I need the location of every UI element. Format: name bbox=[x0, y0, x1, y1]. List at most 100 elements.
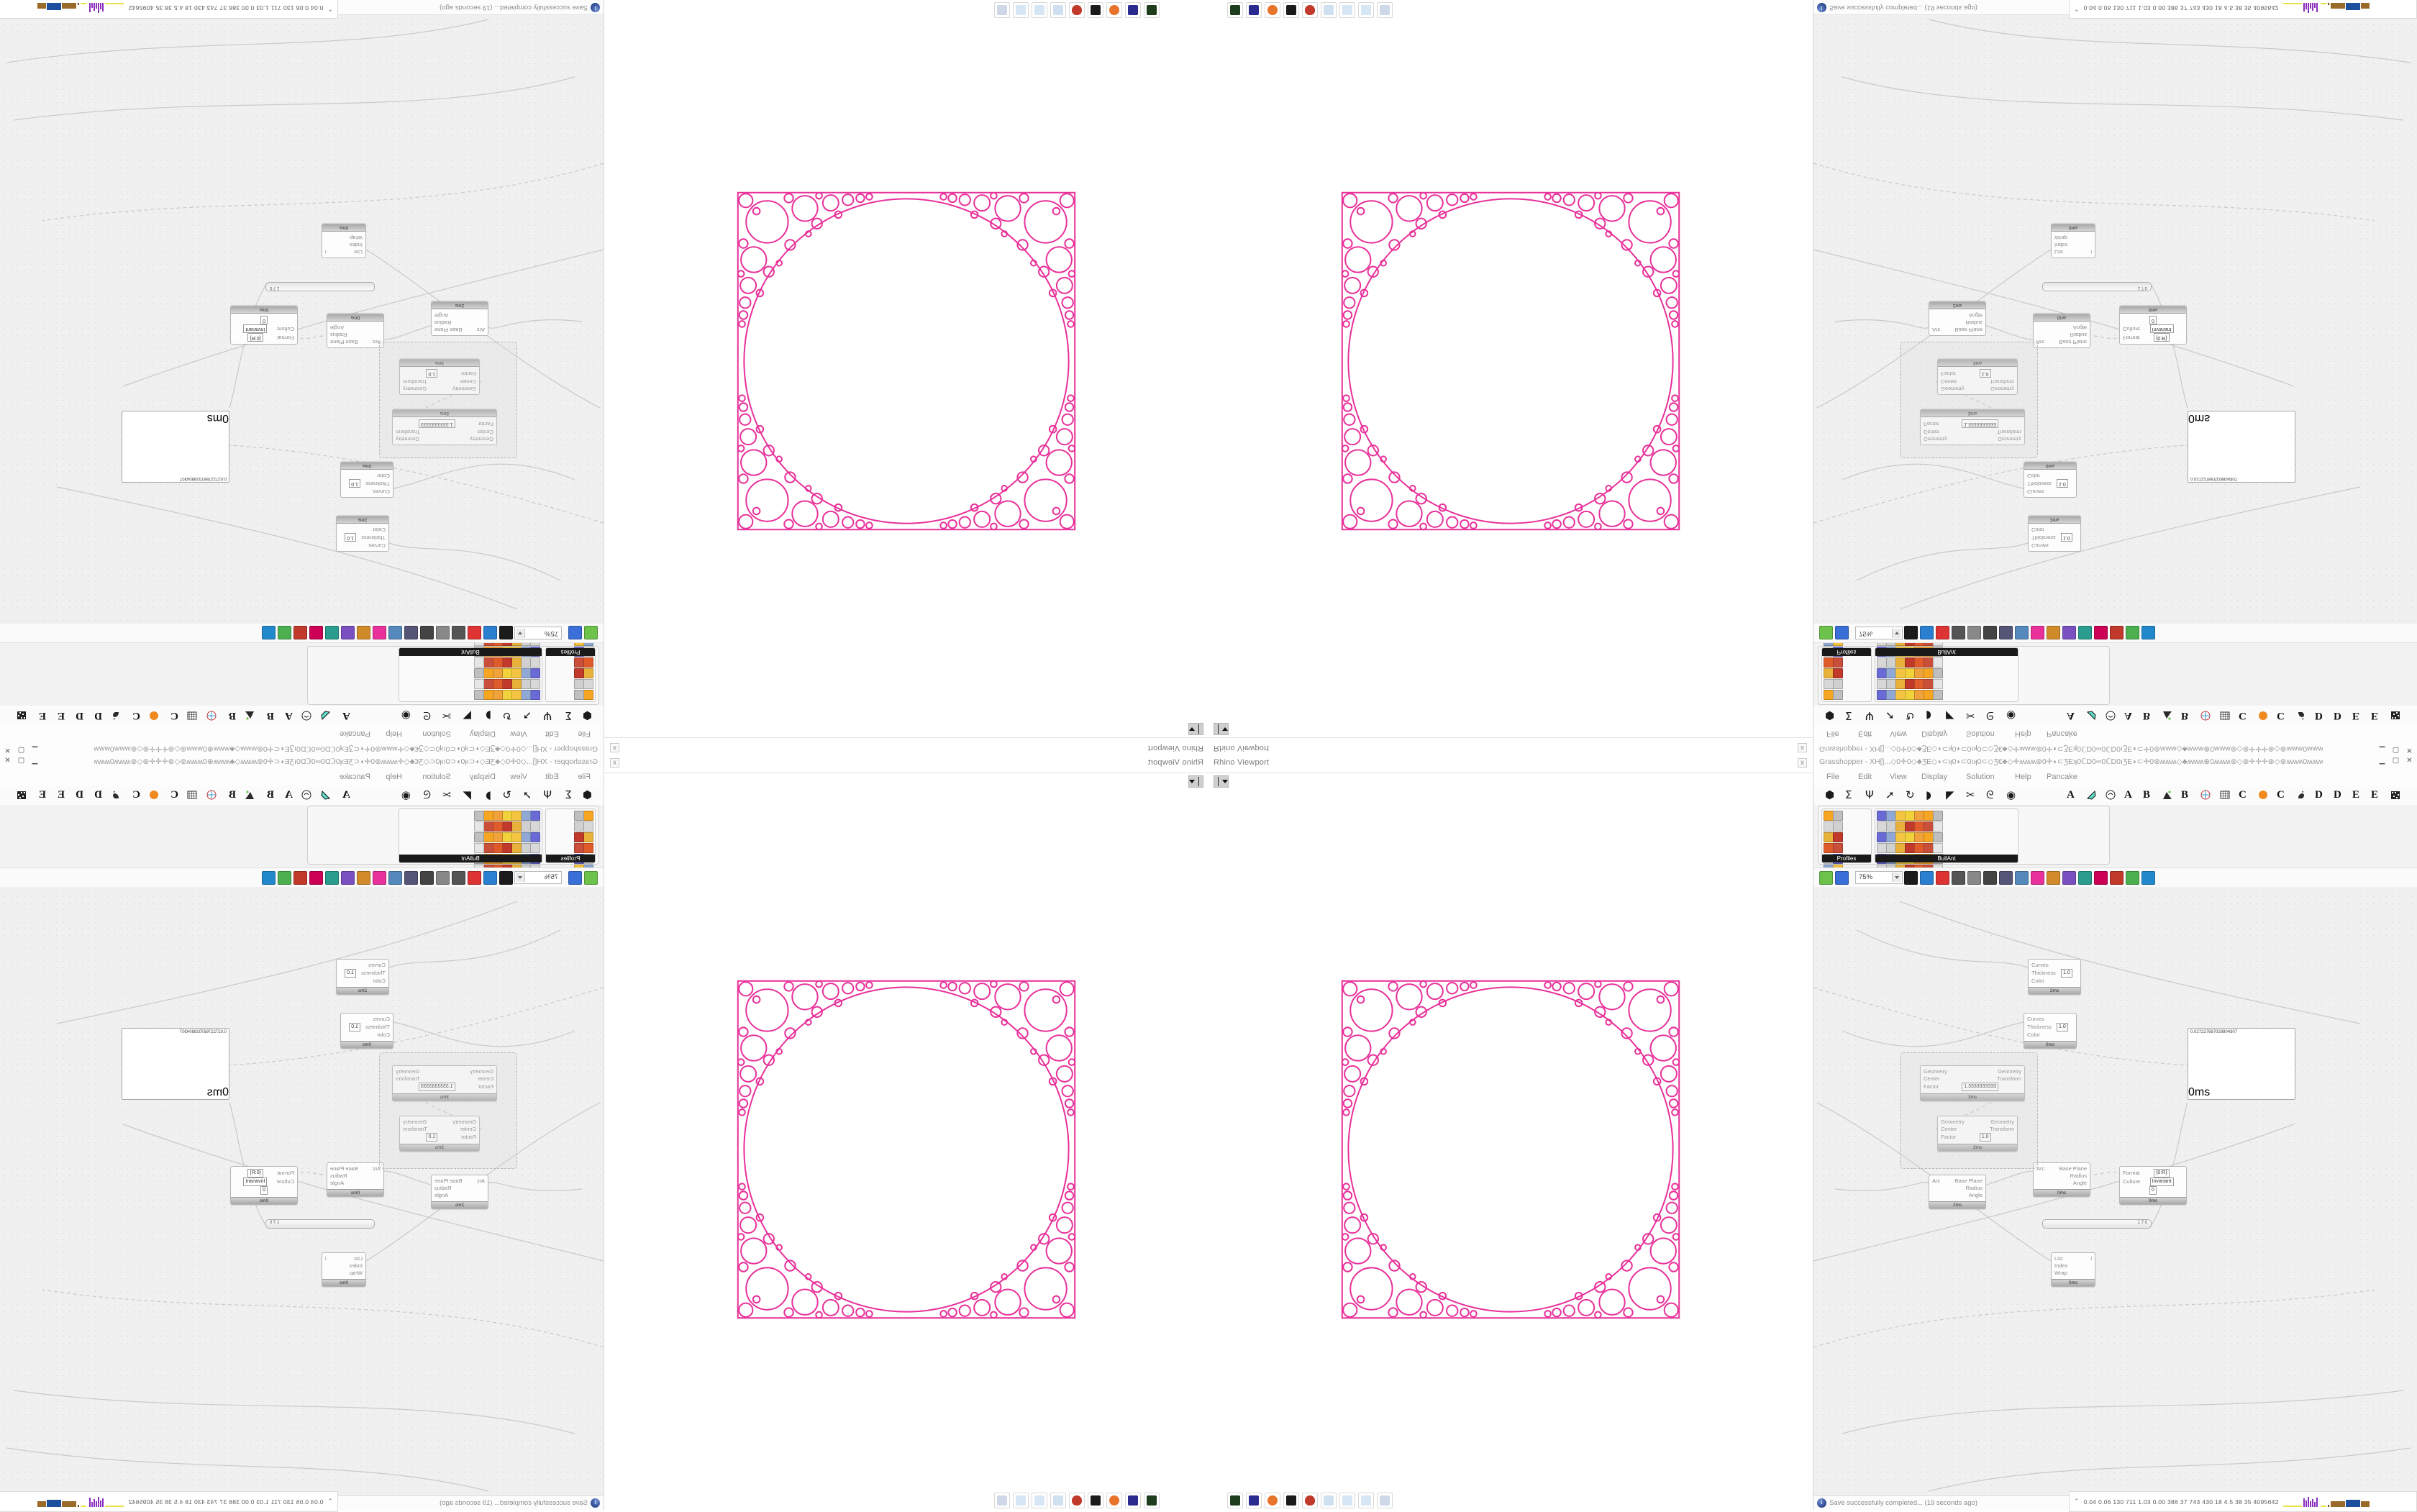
gh-component-arc-2[interactable]: Arc Base Plane Radius Angle 0ms bbox=[327, 314, 384, 348]
ribbon-glyph-3[interactable]: ➚ bbox=[522, 788, 532, 801]
palette-group-label[interactable]: BullAnt bbox=[399, 648, 542, 656]
palette-component-icon[interactable] bbox=[1833, 668, 1843, 678]
gh-component-list-item-1[interactable]: List i Index Wrap 0ms bbox=[2051, 1252, 2095, 1287]
ribbon-tab-c-11[interactable]: C bbox=[2277, 710, 2285, 721]
ribbon-glyph-1[interactable]: Σ bbox=[565, 788, 572, 801]
compass-icon[interactable] bbox=[2078, 871, 2092, 885]
ribbon-glyph-4[interactable]: ↻ bbox=[1906, 788, 1915, 801]
page-blue-icon[interactable] bbox=[1358, 2, 1374, 18]
ribbon-tab-e-16[interactable]: E bbox=[2371, 789, 2379, 801]
palette-component-icon[interactable] bbox=[1833, 821, 1843, 832]
palette-component-icon[interactable] bbox=[574, 657, 584, 668]
rhino-viewport-canvas[interactable] bbox=[1208, 0, 1813, 722]
palette-component-icon[interactable] bbox=[1877, 657, 1887, 668]
palette-component-icon[interactable] bbox=[1905, 668, 1915, 678]
gh-component-curves-preview-2[interactable]: Curves Thickness 1.0 Color 0ms bbox=[340, 462, 393, 498]
ribbon-tab-axis-icon[interactable] bbox=[206, 706, 217, 721]
gh-number-slider[interactable]: 1 7 0 bbox=[2042, 282, 2152, 291]
gh-component-panel-1[interactable]: 0.027227687028804307 0ms bbox=[2188, 411, 2295, 483]
palette-component-icon[interactable] bbox=[583, 843, 593, 853]
palette-component-icon[interactable] bbox=[1895, 690, 1906, 700]
profiler-icon[interactable] bbox=[2062, 871, 2076, 885]
globe-icon[interactable] bbox=[262, 871, 276, 885]
menu-item-pancake[interactable]: Pancake bbox=[2047, 729, 2077, 738]
gh-component-panel-1[interactable]: 0.027227687028804307 0ms bbox=[122, 411, 229, 483]
palette-component-icon[interactable] bbox=[530, 843, 540, 853]
bw-figure-icon[interactable] bbox=[1088, 2, 1103, 18]
palette-group-profiles[interactable]: Profiles bbox=[545, 809, 596, 875]
gh-input-value[interactable]: 0 bbox=[2149, 316, 2157, 324]
palette-group-label[interactable]: Profiles bbox=[546, 648, 595, 656]
open-folder-icon[interactable] bbox=[584, 626, 598, 639]
palette-component-icon[interactable] bbox=[1924, 821, 1934, 832]
minimize-icon[interactable]: ▁ bbox=[32, 746, 38, 754]
close-icon[interactable]: x bbox=[610, 743, 619, 752]
search-icon[interactable] bbox=[2015, 871, 2029, 885]
cluster-icon[interactable] bbox=[1952, 871, 1965, 885]
viewport-dropdown[interactable] bbox=[1188, 723, 1203, 735]
palette-component-icon[interactable] bbox=[511, 821, 522, 832]
ribbon-tab-chicken-icon[interactable] bbox=[2295, 789, 2307, 804]
close-icon[interactable]: x bbox=[1798, 743, 1807, 752]
palette-component-icon[interactable] bbox=[1933, 832, 1943, 842]
ribbon-tab-a-0[interactable]: A bbox=[2067, 710, 2075, 721]
gh-number-slider[interactable]: 1 7 0 bbox=[265, 282, 375, 291]
page-blue-icon[interactable] bbox=[1013, 1493, 1029, 1508]
ribbon-glyph-9[interactable]: ◉ bbox=[2006, 788, 2016, 801]
palette-component-icon[interactable] bbox=[1833, 657, 1843, 668]
gh-number-slider[interactable]: 1 7 0 bbox=[2042, 1219, 2152, 1229]
pink-box-icon[interactable] bbox=[373, 626, 386, 639]
gh-component-curves-preview-1[interactable]: Curves Thickness 1.0 Color 2ms bbox=[2028, 516, 2081, 552]
gh-component-format-1[interactable]: Format {0:R} Culture Invariant 0 0ms bbox=[230, 306, 298, 345]
palette-component-icon[interactable] bbox=[1824, 657, 1834, 668]
gh-component-list-item-1[interactable]: List i Index Wrap 0ms bbox=[322, 1252, 366, 1287]
maximize-icon[interactable]: ▢ bbox=[17, 746, 25, 754]
bw-figure-icon[interactable] bbox=[1283, 2, 1299, 18]
menu-item-view[interactable]: View bbox=[510, 729, 527, 738]
palette-component-icon[interactable] bbox=[574, 668, 584, 678]
palette-component-icon[interactable] bbox=[502, 832, 512, 842]
ribbon-tab-d-14[interactable]: D bbox=[2334, 789, 2341, 801]
save-icon[interactable] bbox=[568, 626, 582, 639]
ribbon-glyph-2[interactable]: Ψ bbox=[543, 709, 552, 722]
gh-group-box[interactable] bbox=[1900, 342, 2038, 458]
palette-component-icon[interactable] bbox=[521, 657, 531, 668]
palette-component-icon[interactable] bbox=[1933, 679, 1943, 689]
red-mask-icon[interactable] bbox=[1069, 2, 1085, 18]
ribbon-glyph-1[interactable]: Σ bbox=[565, 709, 572, 722]
gh-input-value[interactable]: 1.0 bbox=[345, 969, 356, 978]
open-folder-icon[interactable] bbox=[584, 871, 598, 885]
palette-component-icon[interactable] bbox=[511, 843, 522, 853]
red-mask-icon[interactable] bbox=[1069, 1493, 1085, 1508]
firefox-icon[interactable] bbox=[1106, 2, 1122, 18]
palette-component-icon[interactable] bbox=[1895, 668, 1906, 678]
widget-icon[interactable] bbox=[357, 871, 370, 885]
gh-input-value[interactable]: 0 bbox=[260, 316, 268, 324]
menu-item-help[interactable]: Help bbox=[2015, 729, 2031, 738]
palette-component-icon[interactable] bbox=[574, 690, 584, 700]
ribbon-glyph-6[interactable]: ◤ bbox=[1946, 709, 1954, 722]
minimize-icon[interactable]: ▁ bbox=[32, 757, 38, 765]
page-blue-icon[interactable] bbox=[1339, 2, 1355, 18]
ribbon-tab-matrix-icon[interactable] bbox=[2390, 789, 2401, 804]
ribbon-tab-a-0[interactable]: A bbox=[342, 789, 350, 801]
menu-item-solution[interactable]: Solution bbox=[422, 729, 451, 738]
ribbon-tab-d-14[interactable]: D bbox=[2334, 710, 2341, 721]
ribbon-tab-brain-icon[interactable] bbox=[301, 789, 312, 804]
gh-component-curves-preview-2[interactable]: Curves Thickness 1.0 Color 0ms bbox=[2024, 1013, 2077, 1049]
cluster-icon[interactable] bbox=[452, 871, 465, 885]
menu-item-view[interactable]: View bbox=[510, 773, 527, 781]
palette-component-icon[interactable] bbox=[1824, 811, 1834, 821]
profiler-icon[interactable] bbox=[2062, 626, 2076, 639]
menu-item-solution[interactable]: Solution bbox=[422, 773, 451, 781]
menu-item-help[interactable]: Help bbox=[386, 773, 402, 781]
menu-item-edit[interactable]: Edit bbox=[1858, 773, 1872, 781]
ribbon-tab-d-14[interactable]: D bbox=[76, 710, 83, 721]
gh-input-value[interactable]: {0:R} bbox=[2154, 333, 2170, 342]
ribbon-tab-b-4[interactable]: B bbox=[266, 710, 274, 721]
gh-input-value[interactable]: 1.0 bbox=[2057, 1023, 2068, 1031]
minimize-icon[interactable]: ▁ bbox=[2379, 757, 2385, 765]
palette-component-icon[interactable] bbox=[1933, 657, 1943, 668]
ribbon-tab-orange-dot-icon[interactable] bbox=[2257, 706, 2269, 721]
palette-component-icon[interactable] bbox=[530, 657, 540, 668]
